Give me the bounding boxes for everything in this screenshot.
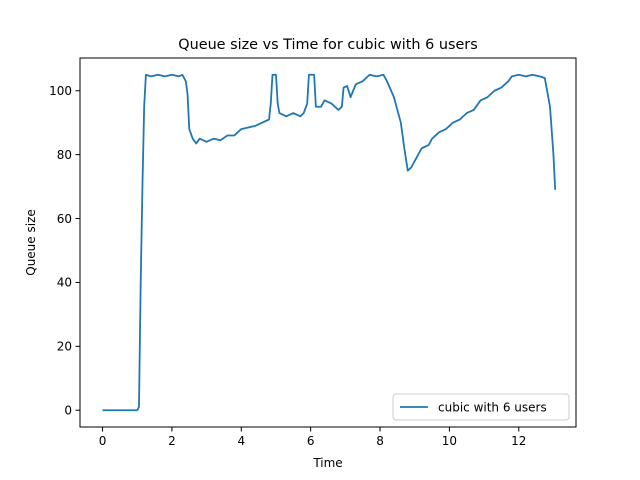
y-tick-label: 80 — [57, 148, 72, 162]
x-axis: 0 2 4 6 8 10 12 — [99, 427, 526, 448]
y-tick-label: 100 — [49, 84, 72, 98]
y-tick-label: 20 — [57, 340, 72, 354]
y-tick-label: 40 — [57, 276, 72, 290]
legend: cubic with 6 users — [392, 393, 570, 421]
y-axis-label: Queue size — [24, 209, 38, 276]
x-tick-label: 8 — [376, 434, 384, 448]
legend-label: cubic with 6 users — [438, 401, 547, 415]
series-line-0 — [102, 73, 557, 412]
x-tick-label: 4 — [237, 434, 245, 448]
x-tick-label: 10 — [442, 434, 457, 448]
plot-frame — [79, 57, 577, 428]
x-tick-label: 6 — [307, 434, 315, 448]
legend-box — [392, 393, 570, 421]
y-axis: 0 20 40 60 80 100 — [49, 84, 80, 418]
x-tick-label: 12 — [511, 434, 526, 448]
x-axis-label: Time — [312, 456, 342, 470]
y-tick-label: 0 — [64, 404, 72, 418]
x-tick-label: 0 — [99, 434, 107, 448]
plot-area — [102, 73, 557, 412]
y-tick-label: 60 — [57, 212, 72, 226]
chart-title: Queue size vs Time for cubic with 6 user… — [178, 37, 477, 53]
x-tick-label: 2 — [168, 434, 176, 448]
